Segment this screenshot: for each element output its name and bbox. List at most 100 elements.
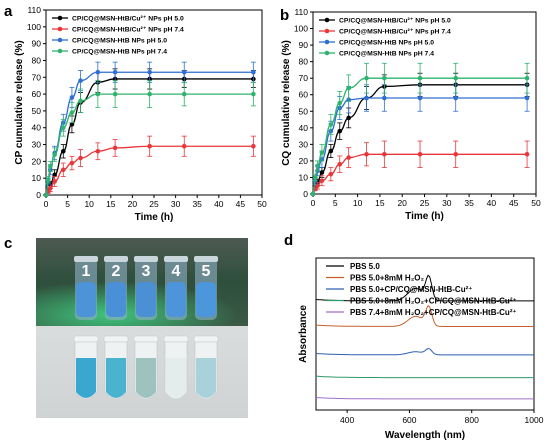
y-tick-label: 0 [303,189,308,199]
data-point [328,148,334,154]
spectrum-line [315,397,534,400]
x-tick-label: 15 [106,199,116,209]
y-tick-label: 10 [299,172,309,182]
spectrum-line [315,274,534,302]
y-axis-label: CQ cumulative release (%) [281,40,292,166]
x-tick-label: 45 [509,198,519,208]
x-axis-label: Wavelength (nm) [385,430,465,441]
y-tick-label: 40 [299,123,309,133]
x-tick-label: 15 [375,198,385,208]
plot-frame [315,257,535,411]
data-point [69,160,75,166]
x-tick-label: 5 [333,198,338,208]
chart-a: 0 5 10 15 20 25 30 35 40 45 50 0 10 20 30 40 50 60 70 80 90 1… [14,5,267,223]
data-point [328,171,334,177]
data-point [453,95,459,101]
data-point [78,98,83,104]
x-tick-label: 25 [420,198,430,208]
y-tick-label: 50 [299,106,309,116]
data-point [364,151,369,157]
data-point [315,183,320,189]
data-point [60,148,66,154]
y-tick-label: 100 [27,22,41,32]
data-point [319,170,325,175]
vial-photo: 1 2 3 4 5 [36,238,248,418]
vial-bottom-liquid [136,358,156,398]
x-tick-label: 20 [128,199,138,209]
panel-label-a: a [4,3,13,20]
data-point [417,151,423,157]
y-tick-label: 110 [294,7,308,17]
x-tick-label: 40 [214,199,224,209]
vial-top-liquid [76,282,96,317]
data-point [315,163,320,169]
data-point [78,155,83,161]
data-point [181,69,187,75]
vials-top-row [74,256,218,320]
vials-bottom-row [73,335,219,400]
data-point [112,69,118,75]
series-2 [310,84,530,197]
legend-marker [57,37,63,43]
series-1 [310,140,530,197]
data-point [251,69,256,75]
x-tick-label: 10 [353,198,363,208]
vial-bottom-liquid [76,358,96,398]
vial-bottom-liquid [166,358,186,398]
data-point [364,95,369,101]
vial-number-labels: 1 2 3 4 5 [82,263,211,280]
data-point [52,179,57,184]
vial-top-liquid [106,282,126,317]
spectrum-line [315,347,534,356]
legend-label: CP/CQ@MSN-HtB NPs pH 7.4 [339,51,434,58]
data-point [43,192,49,198]
vial-top-cap [74,256,98,262]
data-point [95,148,101,154]
y-tick-label: 70 [32,72,42,82]
legend-label: PBS 5.0 [350,262,380,271]
vial-top-liquid [196,282,216,317]
y-tick-label: 110 [27,5,41,15]
legend-label: PBS 7.4+8mM H₂O₂+CP/CQ@MSN-HtB-Cu²⁺ [350,308,517,317]
legend-marker [324,28,330,34]
vial-number: 4 [172,263,181,280]
x-tick-label: 0 [44,199,49,209]
data-point [453,75,459,81]
y-axis-label: CP cumulative release (%) [14,40,25,164]
spectrum-line [315,375,534,379]
data-point [181,91,187,97]
data-point [328,122,334,127]
legend-label: CP/CQ@MSN-HtB NPs pH 5.0 [339,40,434,47]
vial-bottom-liquid [106,358,126,398]
data-point [52,152,57,157]
chart-d: 400 600 800 1000 Wavelength (nm) Absorbance PB… [298,257,544,441]
x-tick-label: 50 [531,198,541,208]
y-tick-label: 80 [32,55,42,65]
y-tick-label: 20 [32,156,42,166]
data-point [319,178,325,184]
data-point [319,150,325,155]
vial-top-liquid [166,282,186,317]
y-tick-label: 70 [299,73,309,83]
vial-number: 3 [142,263,151,280]
data-point [95,91,101,97]
data-point [524,95,530,101]
data-point [417,75,423,81]
legend-marker [57,26,63,32]
vial-top-cap [104,256,128,262]
y-tick-label: 50 [32,106,42,116]
data-point [453,151,459,157]
data-point [95,69,101,75]
x-tick-label: 0 [311,198,316,208]
data-point [337,161,343,167]
legend-marker [324,17,330,23]
y-tick-label: 90 [299,40,309,50]
legend-label: PBS 5.0+8mM H₂O₂ [350,274,424,283]
x-tick-label: 25 [149,199,159,209]
panel-label-c: c [4,235,12,252]
data-point [251,143,256,149]
y-tick-label: 90 [32,39,42,49]
x-tick-label: 20 [397,198,407,208]
y-tick-label: 40 [32,123,42,133]
